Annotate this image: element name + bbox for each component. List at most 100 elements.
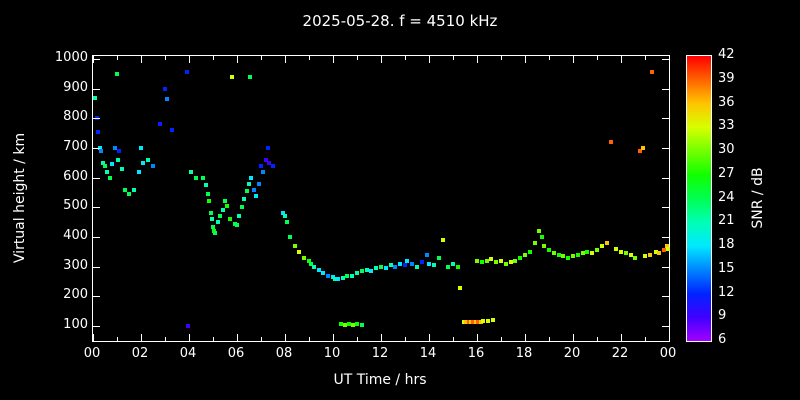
- y-tick-mark: [662, 88, 669, 90]
- data-point: [107, 175, 112, 180]
- y-tick-label: 500: [63, 198, 88, 214]
- colorbar-tick-label: 33: [718, 118, 735, 134]
- data-point: [542, 244, 547, 248]
- data-point: [117, 149, 122, 153]
- y-tick-label: 800: [63, 109, 88, 125]
- x-tick-mark: [597, 337, 598, 341]
- colorbar-tick-label: 42: [718, 47, 735, 62]
- data-point: [209, 217, 214, 222]
- data-point: [211, 224, 215, 229]
- x-tick-mark: [213, 56, 214, 60]
- data-point: [665, 246, 670, 251]
- y-tick-label: 200: [63, 287, 88, 303]
- x-tick-label: 04: [179, 346, 197, 361]
- data-point: [256, 181, 261, 186]
- data-point: [604, 241, 609, 246]
- data-point: [218, 214, 223, 219]
- data-point: [151, 163, 155, 168]
- x-tick-label: 00: [83, 346, 101, 361]
- data-point: [343, 322, 347, 327]
- data-point: [194, 175, 199, 180]
- x-tick-label: 02: [131, 346, 149, 361]
- x-tick-mark: [333, 334, 334, 341]
- y-tick-mark: [93, 266, 100, 268]
- data-point: [259, 163, 263, 168]
- x-tick-mark: [141, 334, 142, 341]
- data-point: [95, 129, 100, 134]
- data-point: [518, 255, 523, 260]
- data-point: [638, 149, 643, 153]
- data-point: [473, 319, 478, 324]
- data-point: [297, 249, 302, 254]
- data-point: [369, 269, 374, 274]
- x-tick-label: 18: [515, 346, 533, 361]
- data-point: [475, 258, 479, 263]
- data-point: [355, 270, 359, 275]
- data-point: [623, 251, 628, 256]
- data-point: [619, 249, 623, 254]
- data-point: [158, 122, 163, 127]
- y-tick-mark: [662, 266, 669, 268]
- data-point: [410, 261, 415, 266]
- x-tick-mark: [357, 56, 358, 60]
- y-tick-mark: [662, 326, 669, 328]
- data-point: [326, 273, 331, 278]
- data-point: [405, 258, 410, 263]
- data-point: [263, 157, 268, 162]
- data-point: [139, 146, 143, 151]
- y-tick-label: 600: [63, 168, 88, 184]
- data-point: [239, 205, 244, 210]
- x-tick-mark: [477, 56, 478, 63]
- data-point: [451, 261, 455, 266]
- data-point: [184, 70, 189, 75]
- colorbar-tick-label: 39: [718, 70, 735, 86]
- data-point: [532, 241, 537, 246]
- x-tick-label: 20: [563, 346, 581, 361]
- data-point: [105, 169, 110, 174]
- x-tick-mark: [285, 334, 286, 341]
- data-point: [650, 70, 655, 75]
- data-point: [201, 175, 206, 180]
- data-point: [345, 273, 350, 278]
- data-point: [280, 211, 285, 216]
- x-tick-mark: [645, 56, 646, 60]
- data-point: [446, 264, 451, 269]
- x-tick-mark: [621, 56, 622, 63]
- y-tick-mark: [662, 118, 669, 120]
- data-point: [485, 318, 490, 323]
- x-tick-label: 10: [323, 346, 341, 361]
- data-point: [490, 318, 495, 323]
- x-tick-mark: [165, 56, 166, 60]
- x-tick-mark: [501, 56, 502, 60]
- x-tick-label: 14: [419, 346, 437, 361]
- data-point: [561, 254, 566, 259]
- x-tick-mark: [189, 56, 190, 63]
- data-point: [123, 187, 128, 192]
- x-tick-mark: [453, 56, 454, 60]
- x-tick-mark: [525, 334, 526, 341]
- y-tick-mark: [662, 148, 669, 150]
- data-point: [571, 254, 575, 259]
- data-point: [599, 244, 604, 248]
- data-point: [653, 249, 658, 254]
- data-point: [383, 266, 388, 271]
- data-point: [575, 252, 580, 257]
- colorbar-tick-label: 30: [718, 142, 735, 157]
- data-point: [141, 160, 146, 165]
- data-point: [379, 264, 383, 269]
- data-point: [261, 169, 266, 174]
- data-point: [523, 252, 527, 257]
- data-point: [207, 199, 212, 204]
- x-tick-mark: [213, 337, 214, 341]
- x-tick-mark: [621, 334, 622, 341]
- data-point: [220, 208, 225, 213]
- x-axis-title: UT Time / hrs: [333, 372, 427, 388]
- data-point: [431, 263, 436, 268]
- data-point: [116, 157, 121, 162]
- data-point: [513, 258, 518, 263]
- x-tick-mark: [429, 334, 430, 341]
- data-point: [292, 244, 297, 248]
- x-tick-mark: [549, 56, 550, 60]
- x-tick-mark: [117, 56, 118, 60]
